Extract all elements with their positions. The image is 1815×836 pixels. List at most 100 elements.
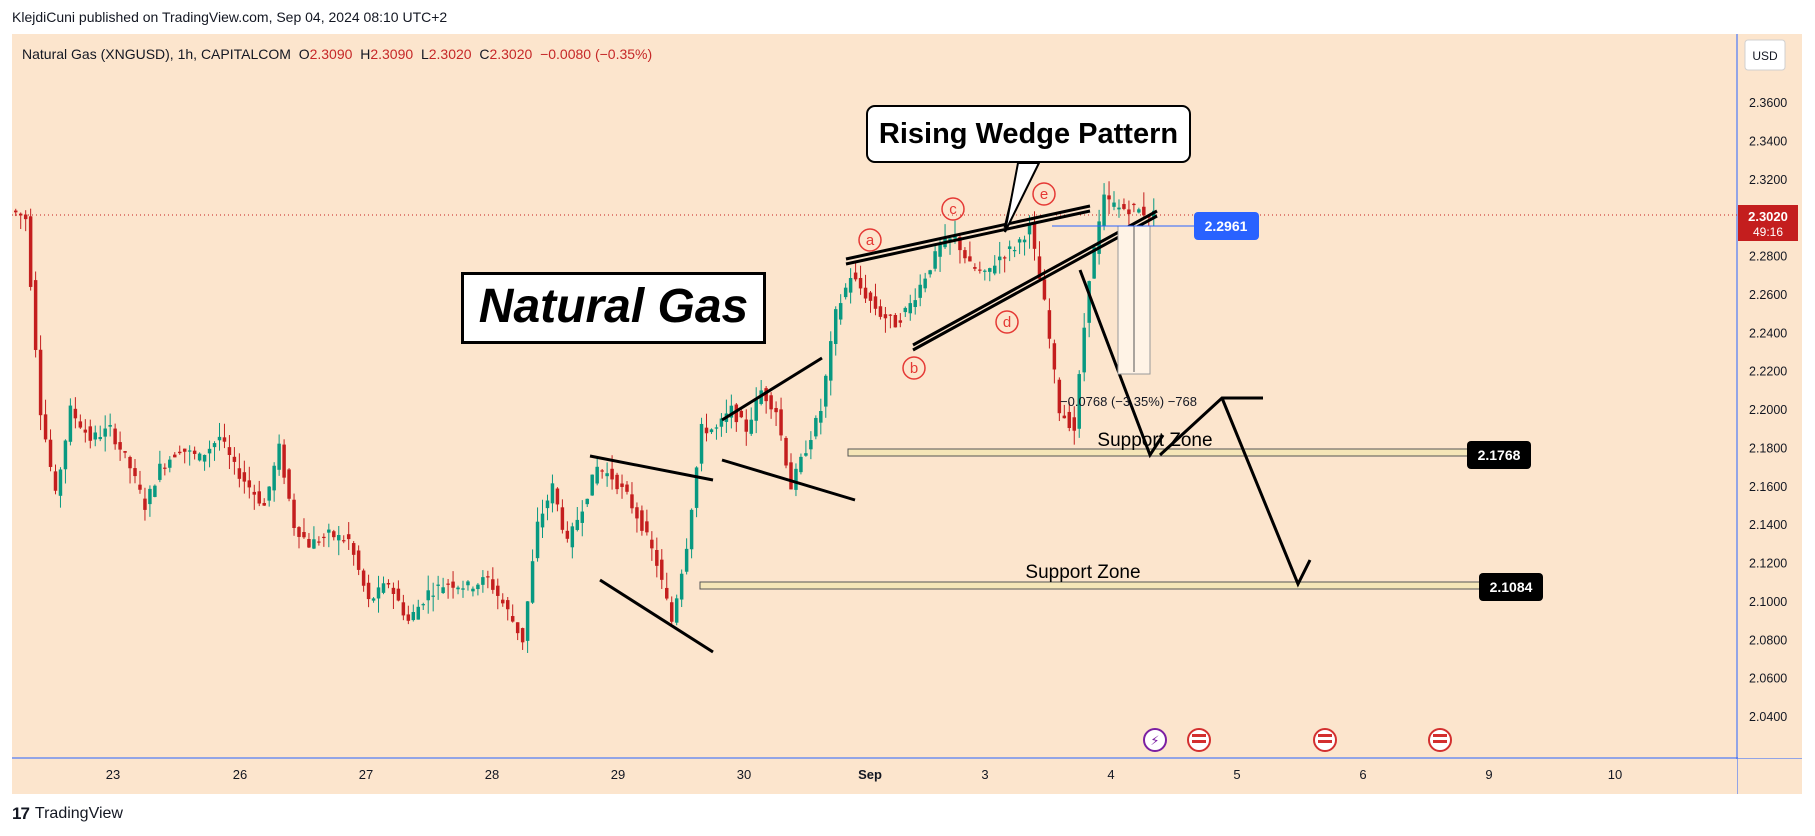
candle-body bbox=[123, 451, 127, 453]
candle-body bbox=[565, 530, 570, 539]
candle-body bbox=[873, 296, 878, 309]
candle-body bbox=[431, 595, 435, 597]
candle-body bbox=[332, 531, 336, 538]
candle-body bbox=[128, 456, 132, 469]
candle-body bbox=[28, 216, 33, 287]
candle-body bbox=[665, 587, 669, 599]
candle-body bbox=[794, 468, 798, 490]
candle-body bbox=[307, 539, 311, 548]
candle-body bbox=[1047, 310, 1052, 339]
candle-body bbox=[113, 428, 117, 445]
candle-body bbox=[207, 448, 212, 454]
candle-body bbox=[833, 309, 838, 345]
candle-body bbox=[88, 426, 93, 441]
candle-body bbox=[769, 395, 773, 410]
candle-body bbox=[133, 468, 137, 477]
candle-body bbox=[227, 447, 232, 455]
support-zone-label-1: Support Zone bbox=[1097, 430, 1212, 451]
candle-body bbox=[729, 405, 734, 418]
candle-body bbox=[471, 588, 475, 592]
candle-body bbox=[510, 616, 515, 622]
candle-body bbox=[48, 439, 53, 467]
candle-body bbox=[416, 606, 421, 620]
candle-body bbox=[968, 256, 972, 262]
support-price-1: 2.1768 bbox=[1478, 447, 1521, 463]
lightning-event-glyph: ⚡ bbox=[1150, 734, 1159, 749]
wave-label-circle bbox=[858, 228, 882, 252]
candle-body bbox=[371, 598, 376, 601]
candle-body bbox=[983, 270, 987, 272]
candle-body bbox=[461, 588, 465, 590]
candle-body bbox=[1092, 247, 1096, 279]
candle-body bbox=[918, 284, 922, 298]
wave-label: d bbox=[1003, 314, 1011, 331]
us-flag-stripe bbox=[1192, 734, 1206, 737]
candle-body bbox=[337, 535, 341, 541]
candle-body bbox=[530, 561, 535, 603]
candle-body bbox=[903, 307, 908, 313]
x-tick-label: 27 bbox=[359, 767, 373, 782]
support-tag-1 bbox=[1467, 441, 1531, 469]
candle-body bbox=[73, 408, 78, 419]
wave-label-circle bbox=[902, 356, 926, 380]
candle-body bbox=[535, 521, 540, 559]
close-label: C bbox=[479, 46, 490, 62]
candle-body bbox=[421, 604, 425, 606]
y-tick-label: 2.1600 bbox=[1749, 480, 1787, 494]
candle-body bbox=[317, 541, 321, 543]
x-tick-label: 10 bbox=[1608, 767, 1622, 782]
candle-body bbox=[496, 585, 500, 596]
candle-body bbox=[555, 488, 560, 505]
trend-line bbox=[721, 458, 856, 502]
x-tick-label: 3 bbox=[981, 767, 988, 782]
trend-line bbox=[912, 214, 1158, 352]
candle-body bbox=[635, 507, 639, 519]
candle-body bbox=[272, 465, 276, 491]
candle-body bbox=[600, 470, 604, 472]
y-tick-label: 2.3200 bbox=[1749, 173, 1787, 187]
candle-body bbox=[689, 509, 694, 550]
candle-body bbox=[883, 314, 888, 319]
footer: 17 TradingView bbox=[12, 804, 123, 824]
candle-body bbox=[53, 471, 58, 491]
candle-body bbox=[868, 292, 873, 301]
candle-body bbox=[401, 602, 406, 616]
y-tick-label: 2.1400 bbox=[1749, 518, 1787, 532]
trend-line bbox=[721, 356, 823, 422]
us-flag-stripe bbox=[1433, 740, 1447, 743]
candle-body bbox=[1037, 256, 1042, 279]
tradingview-logo-icon: 17 bbox=[12, 804, 30, 823]
candle-body bbox=[312, 539, 316, 549]
candle-body bbox=[1112, 202, 1116, 207]
symbol-name: Natural Gas (XNGUSD), 1h, CAPITALCOM bbox=[22, 46, 291, 62]
candle-body bbox=[674, 598, 679, 623]
candle-body bbox=[560, 507, 565, 530]
currency-box bbox=[1744, 39, 1786, 71]
candle-body bbox=[1087, 281, 1091, 323]
candle-body bbox=[491, 579, 495, 590]
candle-body bbox=[1067, 411, 1072, 429]
candle-body bbox=[411, 612, 416, 621]
candle-body bbox=[18, 213, 23, 216]
high-value: 2.3090 bbox=[370, 46, 414, 62]
y-tick-label: 2.1000 bbox=[1749, 595, 1787, 609]
candle-body bbox=[585, 498, 589, 505]
candle-body bbox=[575, 519, 580, 530]
candle-body bbox=[361, 570, 366, 586]
candle-body bbox=[1042, 279, 1047, 300]
y-tick-label: 2.1800 bbox=[1749, 441, 1787, 455]
candle-body bbox=[615, 474, 619, 490]
candle-body bbox=[620, 483, 624, 487]
candle-body bbox=[341, 540, 346, 542]
candle-body bbox=[610, 468, 614, 480]
candle-body bbox=[645, 521, 649, 533]
candle-body bbox=[819, 410, 823, 423]
wave-label: b bbox=[910, 360, 918, 377]
candle-body bbox=[1012, 250, 1017, 252]
y-tick-label: 2.3400 bbox=[1749, 134, 1787, 148]
trend-line bbox=[912, 209, 1158, 347]
candle-body bbox=[997, 256, 1002, 261]
candle-body bbox=[1117, 207, 1121, 210]
candle-body bbox=[898, 320, 903, 323]
